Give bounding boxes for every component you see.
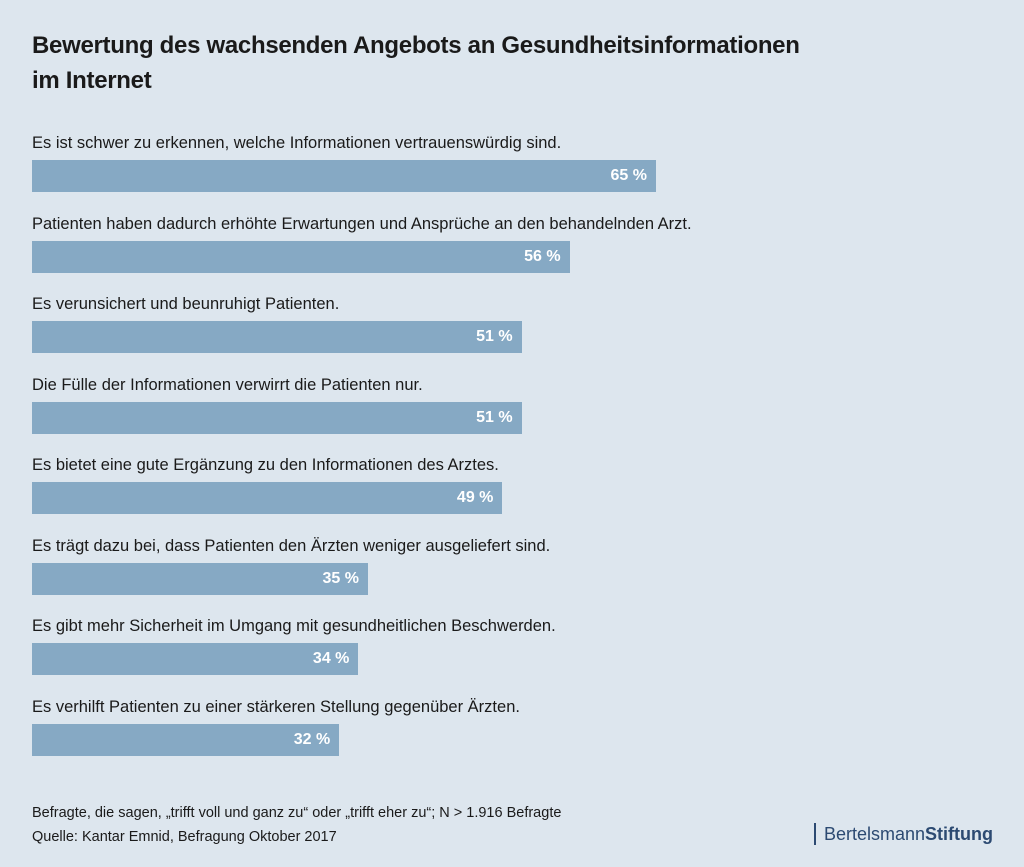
bar: 32 % <box>32 723 340 756</box>
category-label: Die Fülle der Informationen verwirrt die… <box>32 375 423 394</box>
brand-name-part-2: Stiftung <box>925 824 993 844</box>
chart-row: Es ist schwer zu erkennen, welche Inform… <box>32 130 992 211</box>
bar: 34 % <box>32 643 359 675</box>
chart-footer: Befragte, die sagen, „trifft voll und ga… <box>32 801 561 849</box>
bar: 56 % <box>32 240 570 273</box>
bar: 35 % <box>32 562 368 595</box>
footer-note: Befragte, die sagen, „trifft voll und ga… <box>32 805 562 821</box>
chart-title-line-1: Bewertung des wachsenden Angebots an Ges… <box>32 32 800 59</box>
category-label: Es gibt mehr Sicherheit im Umgang mit ge… <box>32 617 556 635</box>
bar-value-label: 51 % <box>476 328 513 345</box>
bar-value-label: 34 % <box>312 650 350 667</box>
chart-row: Es verhilft Patienten zu einer stärkeren… <box>32 694 992 775</box>
category-label: Es bietet eine gute Ergänzung zu den Inf… <box>32 456 499 474</box>
bar-value-label: 49 % <box>456 489 494 506</box>
chart-row: Patienten haben dadurch erhöhte Erwartun… <box>32 211 992 292</box>
footer-source: Quelle: Kantar Emnid, Befragung Oktober … <box>32 829 337 845</box>
chart-row: Es trägt dazu bei, dass Patienten den Är… <box>32 533 992 614</box>
chart-row: Es bietet eine gute Ergänzung zu den Inf… <box>32 452 992 533</box>
chart-title: Bewertung des wachsenden Angebots an Ges… <box>32 28 852 98</box>
chart-row: Es gibt mehr Sicherheit im Umgang mit ge… <box>32 613 992 694</box>
brand-name-part-1: Bertelsmann <box>823 824 926 844</box>
bar-value-label: 35 % <box>322 569 359 587</box>
category-label: Es verunsichert und beunruhigt Patienten… <box>32 295 340 313</box>
bar-value-label: 65 % <box>610 167 647 184</box>
chart-row: Die Fülle der Informationen verwirrt die… <box>32 372 992 453</box>
category-label: Es verhilft Patienten zu einer stärkeren… <box>32 697 520 716</box>
bar-chart: Es ist schwer zu erkennen, welche Inform… <box>32 130 992 774</box>
chart-title-line-2: im Internet <box>32 67 152 94</box>
category-label: Es trägt dazu bei, dass Patienten den Är… <box>32 536 551 555</box>
category-label: Es ist schwer zu erkennen, welche Inform… <box>32 134 562 152</box>
bar-value-label: 51 % <box>476 408 513 426</box>
bar-value-label: 56 % <box>524 247 561 265</box>
brand-logo: BertelsmannStiftung <box>813 823 993 845</box>
category-label: Patienten haben dadurch erhöhte Erwartun… <box>32 214 692 233</box>
bar-value-label: 32 % <box>293 730 331 748</box>
bar: 51 % <box>32 401 522 434</box>
bar: 49 % <box>32 482 503 514</box>
bar: 51 % <box>32 321 522 353</box>
chart-row: Es verunsichert und beunruhigt Patienten… <box>32 291 992 372</box>
bar: 65 % <box>32 160 656 192</box>
